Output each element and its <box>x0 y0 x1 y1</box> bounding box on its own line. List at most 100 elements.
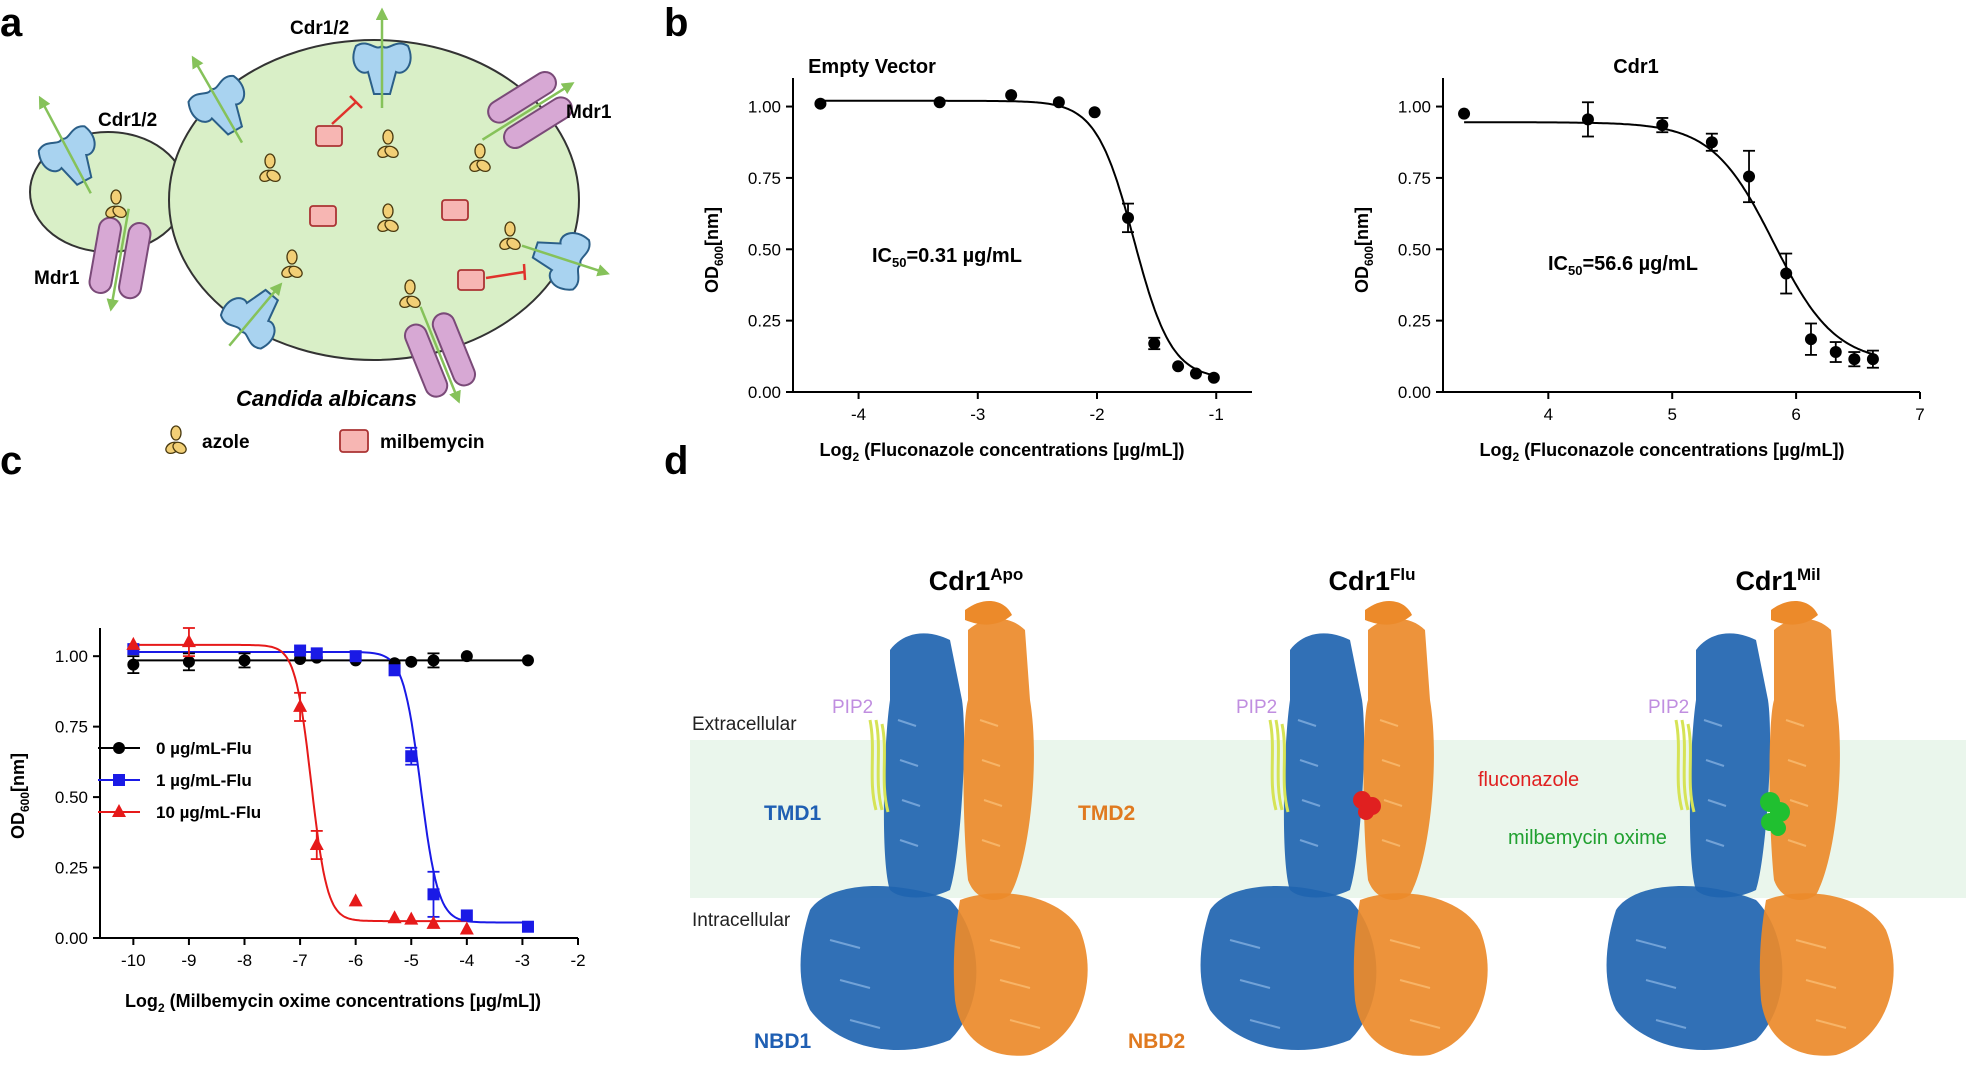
y-tick-label: 0.50 <box>55 788 88 807</box>
protein-structure-mil <box>1606 600 1894 1056</box>
data-point <box>293 698 308 712</box>
data-point <box>404 911 419 925</box>
pip2-label-mil: PIP2 <box>1648 697 1689 718</box>
data-point <box>1122 211 1135 224</box>
schematic-panel: Cdr1/2 Cdr1/2 Mdr1 Mdr1 Candida albicans… <box>29 7 612 455</box>
title-cdr1-flu: Cdr1Flu <box>1328 565 1415 596</box>
data-points <box>126 627 534 935</box>
x-axis-label: Log2 (Milbemycin oxime concentrations [µ… <box>125 991 541 1015</box>
data-point <box>1804 333 1817 346</box>
legend-azole-label: azole <box>202 432 250 453</box>
panel-letter-d: d <box>664 439 688 483</box>
fit-curve <box>1464 121 1874 356</box>
x-tick-label: -4 <box>851 405 866 424</box>
y-tick-label: 0.75 <box>748 169 781 188</box>
data-point <box>1743 170 1756 183</box>
data-point <box>1172 360 1185 373</box>
title-cdr1-mil: Cdr1Mil <box>1735 565 1820 596</box>
y-label-main: OD <box>8 812 28 839</box>
label-cdr-left: Cdr1/2 <box>98 110 157 131</box>
label-extracellular: Extracellular <box>692 714 797 735</box>
protein-structure-flu <box>1200 600 1488 1056</box>
x-label-rest: (Milbemycin oxime concentrations [µg/mL]… <box>165 991 541 1011</box>
y-tick-label: 0.25 <box>55 859 88 878</box>
data-point <box>1829 346 1842 359</box>
label-organism: Candida albicans <box>236 386 417 411</box>
data-points <box>1458 101 1879 369</box>
y-tick-label: 1.00 <box>748 98 781 117</box>
legend-label: 1 µg/mL-Flu <box>156 771 252 790</box>
milbemycin-ligand <box>1760 792 1790 836</box>
fit-curve <box>820 99 1215 377</box>
y-label-rest: [nm] <box>1352 207 1372 246</box>
data-point <box>933 96 946 109</box>
x-tick-label: -7 <box>293 951 308 970</box>
data-point <box>387 910 402 924</box>
ic50-annotation: IC50=0.31 µg/mL <box>872 245 1022 270</box>
y-tick-label: 0.25 <box>748 312 781 331</box>
label-mdr-left: Mdr1 <box>34 268 80 289</box>
legend-label: 0 µg/mL-Flu <box>156 739 252 758</box>
data-point <box>1848 353 1861 366</box>
chart-milbemycin: 0.000.250.500.751.00-10 -9 -8 -7 -6 -5 -4 -3 -2 … <box>8 627 586 1015</box>
tick-marks: 0.00 0.25 0.50 0.75 1.00 -10 -9 -8 -7 -6 -5 -4 -3 -2 <box>55 647 586 970</box>
legend-marker <box>113 742 125 754</box>
x-label-main: Log <box>1479 440 1512 460</box>
data-point <box>459 921 474 935</box>
mdr-transporter-small-cell <box>88 208 152 312</box>
ic50-sub: 50 <box>892 255 906 270</box>
chart-title: Empty Vector <box>808 56 936 78</box>
y-tick-label: 0.50 <box>748 240 781 259</box>
title-sup: Apo <box>990 565 1023 584</box>
cdr-transporter-right <box>521 232 610 291</box>
x-label-main: Log <box>819 440 852 460</box>
data-point <box>1866 353 1879 366</box>
legend: 0 µg/mL-Flu 1 µg/mL-Flu 10 µg/mL-Flu <box>98 739 261 822</box>
azole-molecules <box>105 129 521 309</box>
y-label-rest: [nm] <box>702 207 722 246</box>
y-tick-label: 1.00 <box>1398 98 1431 117</box>
data-point <box>349 650 362 663</box>
label-nbd1: NBD1 <box>754 1030 811 1053</box>
data-point <box>1052 96 1065 109</box>
data-point <box>388 664 401 677</box>
data-point <box>460 909 473 922</box>
title-main: Cdr1 <box>1328 566 1390 596</box>
x-label-rest: (Fluconazole concentrations [µg/mL]) <box>859 440 1184 460</box>
chart-title: Cdr1 <box>1613 56 1659 78</box>
y-tick-label: 0.00 <box>55 929 88 948</box>
data-point <box>521 654 534 667</box>
x-tick-label: -10 <box>121 951 146 970</box>
ic50-sub: 50 <box>1568 263 1582 278</box>
ic50-annotation: IC50=56.6 µg/mL <box>1548 253 1698 278</box>
legend-milbemycin-label: milbemycin <box>380 432 485 453</box>
data-point <box>405 655 418 668</box>
x-label-sub: 2 <box>158 1001 165 1015</box>
data-point <box>1780 267 1793 280</box>
title-cdr1-apo: Cdr1Apo <box>929 565 1024 596</box>
data-point <box>1581 113 1594 126</box>
data-point <box>182 655 195 668</box>
legend-azole-icon <box>165 425 187 455</box>
chart-cdr1: 0.00 0.25 0.50 0.75 1.00 4 5 6 7 Cdr1 IC50=56.6 … <box>1352 56 1925 464</box>
data-points <box>814 89 1220 384</box>
x-tick-label: -1 <box>1209 405 1224 424</box>
data-point <box>348 893 363 907</box>
milbemycin-molecules <box>309 125 485 291</box>
ic50-rest: =0.31 µg/mL <box>906 245 1021 267</box>
tick-marks: 0.00 0.25 0.50 0.75 1.00 -4 -3 -2 -1 <box>748 98 1224 424</box>
ic50-main: IC <box>1548 253 1568 275</box>
y-tick-label: 0.75 <box>1398 169 1431 188</box>
y-tick-label: 0.00 <box>1398 383 1431 402</box>
x-tick-label: 5 <box>1667 405 1676 424</box>
x-label-sub: 2 <box>852 450 859 464</box>
x-label-main: Log <box>125 991 158 1011</box>
y-label-main: OD <box>702 266 722 293</box>
title-main: Cdr1 <box>1735 566 1797 596</box>
title-sup: Mil <box>1797 565 1821 584</box>
label-intracellular: Intracellular <box>692 910 791 931</box>
y-label-rest: [nm] <box>8 753 28 792</box>
y-tick-label: 0.00 <box>748 383 781 402</box>
legend-marker <box>113 774 125 786</box>
data-point <box>294 644 307 657</box>
